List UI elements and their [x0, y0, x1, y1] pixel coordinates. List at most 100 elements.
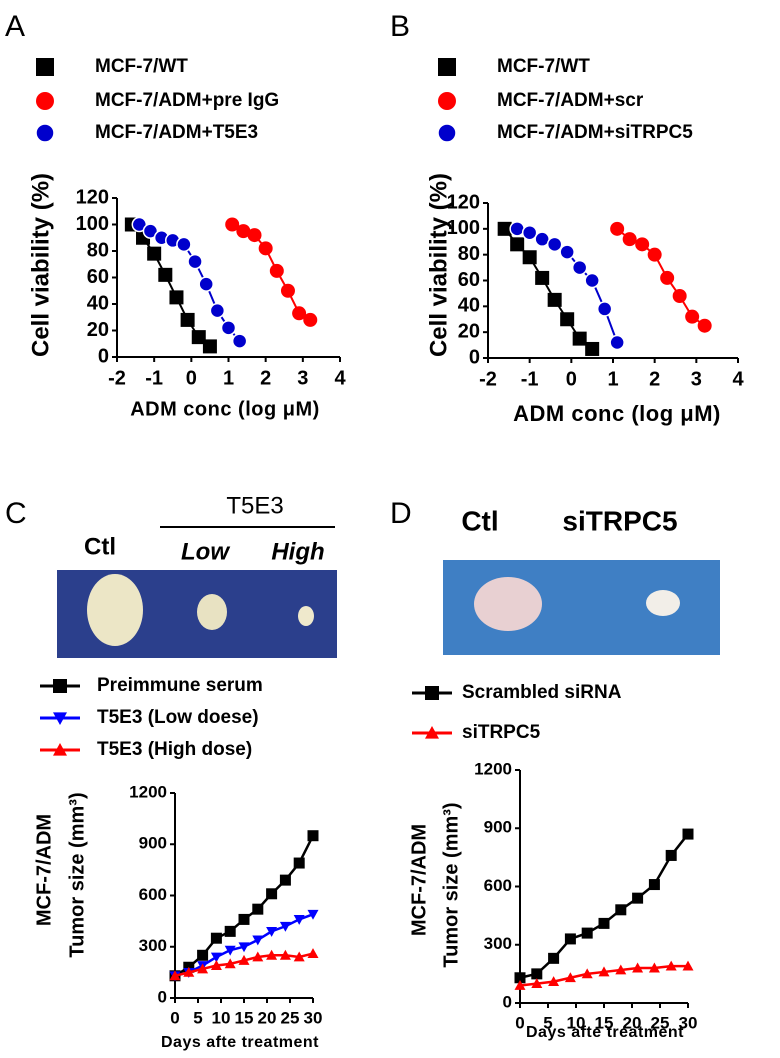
- x-tick-label: 4: [334, 367, 346, 389]
- marker: [564, 933, 576, 945]
- legend-label: T5E3 (High dose): [97, 739, 252, 760]
- tumor-photo: [57, 570, 337, 658]
- marker: [697, 318, 712, 333]
- legend-label: MCF-7/ADM+pre IgG: [95, 90, 279, 111]
- x-tick-label: 0: [566, 368, 577, 390]
- panel-label: A: [5, 10, 25, 43]
- legend-marker: [425, 686, 439, 700]
- legend-marker: [35, 123, 55, 143]
- y-tick-label: 80: [87, 239, 109, 261]
- y-tick-label: 600: [139, 885, 167, 904]
- photo-label: High: [271, 538, 324, 565]
- marker: [572, 331, 587, 346]
- y-tick-label: 0: [469, 346, 480, 368]
- marker: [147, 246, 162, 261]
- panel-label: B: [390, 10, 410, 43]
- marker: [169, 970, 181, 981]
- marker: [224, 958, 236, 969]
- marker: [535, 270, 550, 285]
- marker: [191, 330, 206, 345]
- x-tick-label: 20: [623, 1014, 642, 1033]
- x-tick-label: 30: [679, 1014, 698, 1033]
- marker: [660, 270, 675, 285]
- marker: [258, 241, 273, 256]
- y-tick-label: 1200: [129, 782, 167, 801]
- x-axis-label: ADM conc (log μM): [513, 401, 721, 426]
- marker: [197, 949, 209, 961]
- x-tick-label: 10: [567, 1014, 586, 1033]
- marker: [609, 334, 625, 351]
- marker: [307, 830, 319, 842]
- marker: [169, 290, 184, 305]
- y-tick-label: 100: [76, 213, 109, 235]
- y-tick-label: 120: [76, 186, 109, 208]
- marker: [293, 857, 305, 869]
- y-axis-label: MCF-7/ADM: [33, 814, 55, 926]
- marker: [231, 333, 248, 349]
- y-axis-label: Cell viability (%): [27, 173, 54, 357]
- marker: [176, 236, 192, 253]
- marker: [564, 972, 576, 983]
- legend-marker: [53, 679, 67, 693]
- marker: [648, 879, 660, 891]
- marker: [252, 935, 264, 946]
- y-axis-label: Cell viability (%): [425, 173, 452, 357]
- marker: [187, 253, 203, 270]
- x-tick-label: 3: [691, 368, 702, 390]
- marker: [559, 244, 575, 260]
- marker: [596, 301, 613, 317]
- legend-marker: [437, 123, 457, 143]
- photo-label: siTRPC5: [562, 505, 677, 536]
- marker: [279, 949, 291, 960]
- y-tick-label: 900: [139, 834, 167, 853]
- y-tick-label: 1200: [474, 759, 512, 778]
- marker: [514, 972, 526, 984]
- marker: [598, 966, 610, 977]
- marker: [238, 942, 250, 953]
- marker: [183, 966, 195, 977]
- marker: [209, 302, 226, 319]
- x-tick-label: -1: [145, 367, 163, 389]
- legend-marker: [36, 92, 54, 110]
- marker: [548, 952, 560, 964]
- legend-label: Preimmune serum: [97, 675, 263, 696]
- y-tick-label: 600: [484, 876, 512, 895]
- x-tick-label: 3: [297, 367, 308, 389]
- marker: [622, 232, 637, 247]
- marker: [142, 223, 159, 239]
- marker: [581, 968, 593, 979]
- x-tick-label: 20: [258, 1009, 277, 1028]
- y-tick-label: 20: [87, 319, 109, 341]
- legend-marker: [53, 743, 67, 756]
- marker: [548, 976, 560, 987]
- legend-marker: [425, 726, 439, 739]
- x-axis-label: Days afte treatment: [526, 1024, 684, 1041]
- marker: [571, 259, 588, 276]
- marker: [280, 283, 295, 298]
- y-tick-label: 80: [458, 243, 480, 265]
- x-tick-label: 1: [223, 367, 234, 389]
- marker: [610, 221, 625, 236]
- marker: [247, 228, 262, 243]
- legend-label: Scrambled siRNA: [462, 682, 622, 703]
- marker: [682, 828, 694, 840]
- marker: [293, 915, 305, 925]
- marker: [648, 962, 660, 973]
- marker: [581, 927, 593, 939]
- marker: [598, 917, 610, 929]
- marker: [197, 963, 209, 974]
- marker: [303, 312, 318, 327]
- marker: [647, 247, 662, 262]
- marker: [225, 217, 240, 232]
- photo-label: Ctl: [461, 505, 498, 536]
- photo-label: Ctl: [84, 533, 116, 560]
- marker: [584, 272, 600, 289]
- marker: [266, 949, 278, 960]
- photo-label: T5E3: [226, 492, 283, 519]
- panel-label: C: [5, 497, 27, 530]
- x-tick-label: -2: [108, 367, 126, 389]
- marker: [672, 289, 687, 303]
- marker: [510, 237, 525, 252]
- series-line: [519, 833, 689, 979]
- y-tick-label: 300: [139, 936, 167, 955]
